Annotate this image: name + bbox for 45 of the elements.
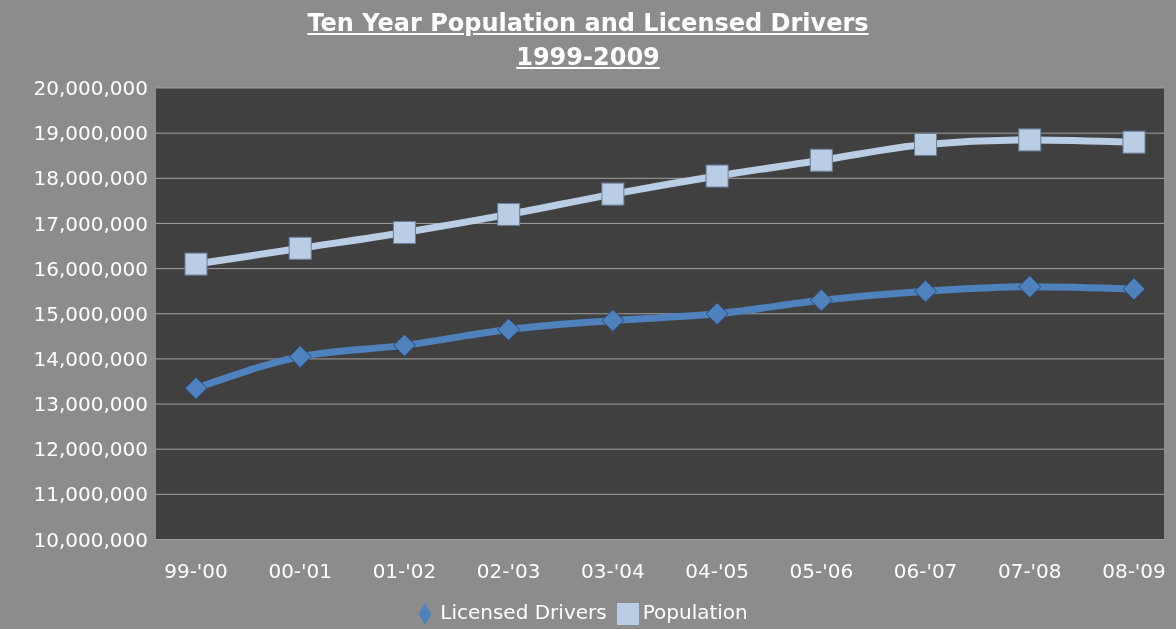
point [1018,275,1042,299]
legend-label: Licensed Drivers [440,599,607,624]
point [288,236,312,260]
y-tick-label: 16,000,000 [33,256,148,281]
x-tick-label: 06-'07 [893,558,958,583]
y-tick-label: 15,000,000 [33,301,148,326]
legend-label: Population [642,599,748,624]
y-tick-label: 10,000,000 [33,527,148,552]
x-tick-label: 08-'09 [1102,558,1166,583]
point [288,345,312,369]
point [184,376,208,400]
point [914,132,938,156]
point [184,252,208,276]
x-tick-label: 01-'02 [372,558,437,583]
point [392,220,416,244]
y-tick-label: 17,000,000 [33,211,148,236]
point [601,309,625,333]
y-tick-label: 13,000,000 [33,392,148,417]
y-tick-label: 20,000,000 [33,76,148,101]
x-tick-label: 07-'08 [997,558,1062,583]
x-tick-label: 05-'06 [789,558,854,583]
y-tick-label: 12,000,000 [33,437,148,462]
point [1122,277,1146,301]
y-tick-label: 11,000,000 [33,482,148,507]
point [705,164,729,188]
x-tick-label: 99-'00 [164,558,228,583]
point [809,148,833,172]
point [1122,130,1146,154]
point [497,202,521,226]
chart-title: Ten Year Population and Licensed Drivers [306,8,870,39]
point [914,279,938,303]
x-tick-label: 00-'01 [268,558,333,583]
point [497,318,521,342]
chart-subtitle: 1999-2009 [515,42,661,73]
point [601,182,625,206]
x-tick-label: 03-'04 [581,558,645,583]
point [392,333,416,357]
y-tick-label: 14,000,000 [33,347,148,371]
y-tick-label: 18,000,000 [33,166,148,191]
point [1018,128,1042,152]
x-tick-label: 04-'05 [685,558,749,583]
point [809,288,833,312]
y-tick-label: 19,000,000 [33,121,148,146]
x-tick-label: 02-'03 [476,558,541,583]
point [705,302,729,326]
